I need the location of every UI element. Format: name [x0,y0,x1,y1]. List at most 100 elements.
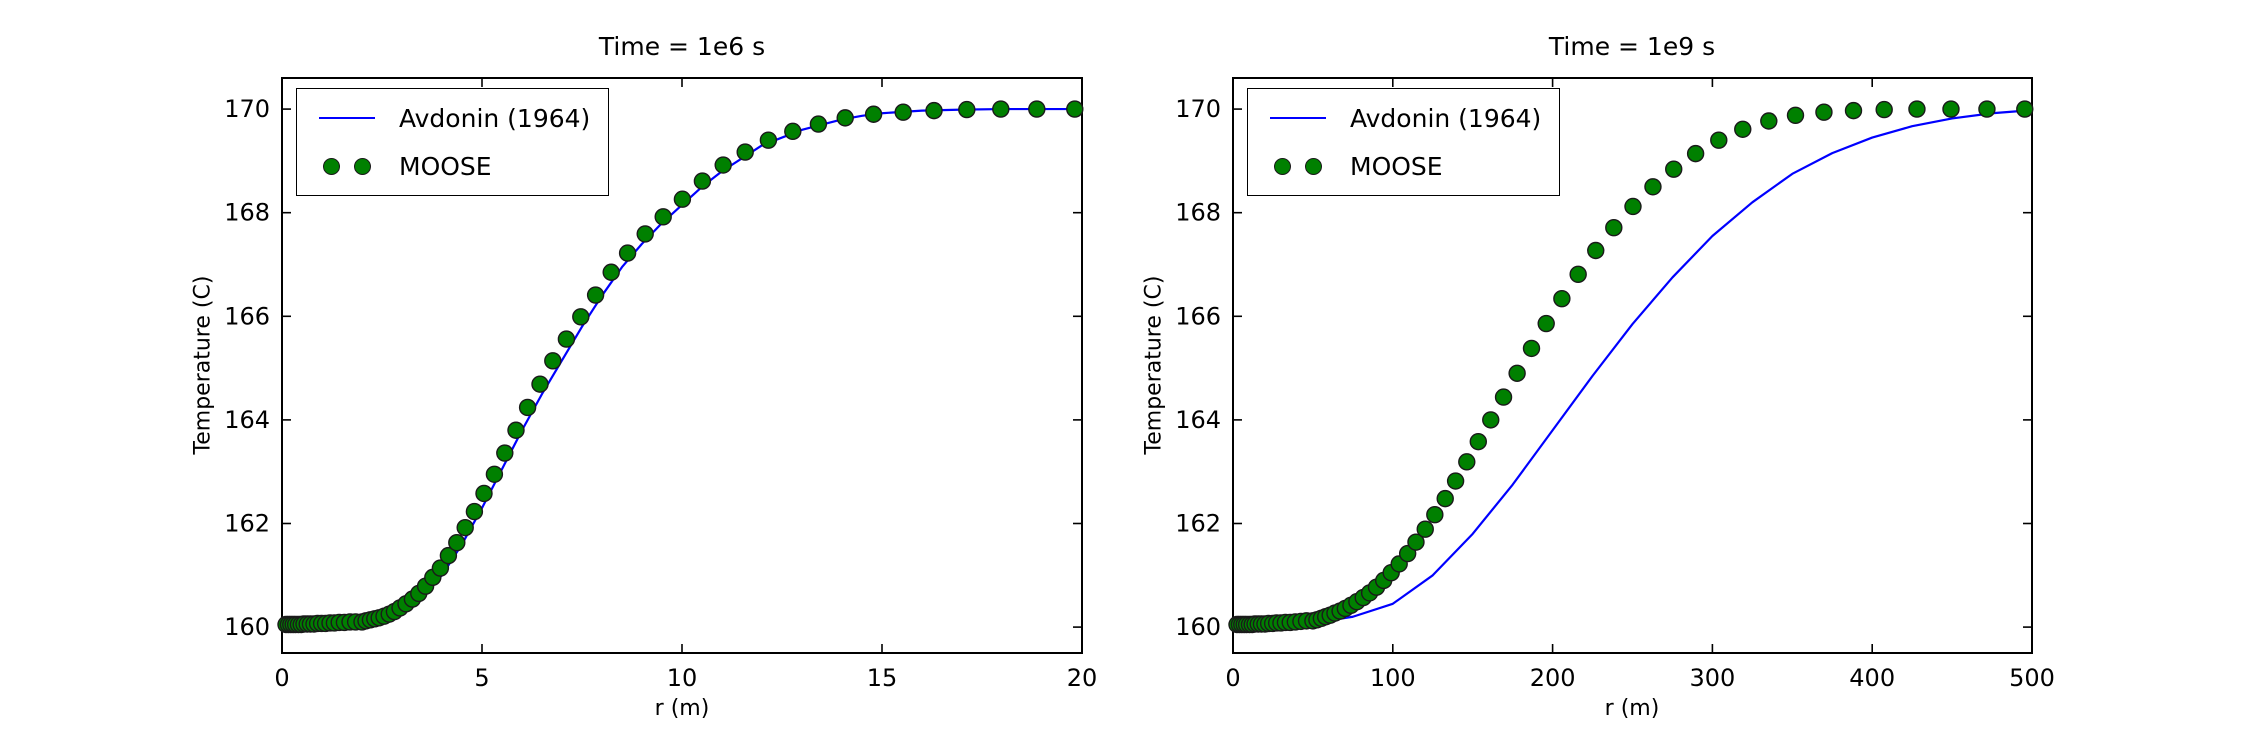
right-legend: Avdonin (1964) MOOSE [1247,88,1561,196]
right-y-axis-label: Temperature (C) [1141,275,1167,455]
avdonin-line [1232,109,2033,628]
moose-data-point [1605,219,1623,237]
moose-data-point [736,143,754,161]
legend-label-moose: MOOSE [399,151,492,181]
x-tick-label: 200 [1530,664,1576,692]
x-tick-label: 100 [1370,664,1416,692]
moose-data-point [496,444,514,462]
moose-data-point [784,122,802,141]
moose-data-point [958,100,976,119]
legend-label-avdonin: Avdonin (1964) [399,103,591,133]
moose-data-point [636,225,654,243]
moose-data-point [1942,100,1960,118]
moose-data-point [1458,453,1476,471]
moose-data-point [1569,265,1587,284]
moose-data-point [654,208,672,226]
moose-data-point [1066,100,1084,118]
moose-data-point [1426,505,1444,524]
moose-data-point [714,156,732,174]
moose-data-point [1760,112,1778,130]
y-tick-label: 170 [1175,95,1221,123]
x-tick-label: 10 [667,664,698,692]
moose-data-point [1665,160,1683,178]
legend-row-avdonin: Avdonin (1964) [1262,99,1541,137]
moose-data-point [1710,131,1728,149]
x-tick-label: 0 [274,664,289,692]
moose-data-point [1028,100,1046,118]
moose-data-point [1407,533,1425,551]
moose-data-point [1978,100,1996,118]
y-tick-label: 160 [1175,613,1221,641]
left-panel-title: Time = 1e6 s [598,32,766,61]
moose-data-point [602,263,620,281]
legend-label-avdonin: Avdonin (1964) [1350,103,1542,133]
moose-data-point [1587,241,1605,260]
moose-data-point [925,101,943,120]
legend-label-moose: MOOSE [1350,151,1443,181]
moose-data-point [1734,120,1752,138]
moose-data-point [456,518,474,537]
moose-data-point [475,484,493,503]
y-tick-label: 164 [1175,406,1221,434]
legend-row-moose: MOOSE [311,147,590,185]
moose-data-point [1482,411,1500,429]
moose-data-point [618,244,637,262]
moose-data-point [439,546,458,565]
legend-row-moose: MOOSE [1262,147,1541,185]
y-tick-label: 166 [1175,302,1221,330]
moose-data-point [1494,388,1513,406]
moose-data-point [1416,520,1434,538]
moose-data-point [531,375,549,393]
left-y-axis-label: Temperature (C) [190,275,216,455]
moose-data-point [1908,100,1926,118]
moose-data-point [572,308,590,326]
moose-data-point [864,105,883,123]
moose-data-point [809,115,828,133]
y-tick-label: 160 [224,613,270,641]
y-tick-label: 168 [1175,199,1221,227]
marker-swatch-icon [1262,157,1334,175]
x-tick-label: 0 [1225,664,1240,692]
moose-data-point [1553,289,1571,308]
x-tick-label: 500 [2009,664,2055,692]
y-tick-label: 170 [224,95,270,123]
moose-data-point [518,398,537,417]
moose-data-point [1844,101,1863,120]
x-tick-label: 400 [1849,664,1895,692]
moose-data-point [1522,339,1541,358]
moose-data-point [485,465,504,483]
moose-data-point [1508,364,1526,382]
y-tick-label: 162 [224,509,270,537]
moose-data-point [1537,314,1555,333]
x-tick-label: 300 [1689,664,1735,692]
y-tick-label: 166 [224,302,270,330]
x-tick-label: 20 [1067,664,1098,692]
moose-data-point [544,352,562,370]
moose-data-point [507,421,525,439]
left-x-axis-label: r (m) [654,696,710,721]
moose-data-point [1446,472,1465,490]
moose-data-point [448,533,466,552]
right-x-axis-label: r (m) [1604,696,1660,721]
moose-data-point [586,286,605,304]
x-tick-label: 5 [474,664,489,692]
moose-data-point [2016,100,2034,118]
moose-data-point [1686,144,1705,163]
line-swatch-icon [311,117,383,119]
line-swatch-icon [1262,117,1334,119]
moose-data-point [1469,432,1487,451]
moose-data-point [836,109,854,127]
moose-data-point [465,502,484,521]
y-tick-label: 162 [1175,509,1221,537]
moose-data-point [1644,178,1662,196]
moose-data-point [431,559,450,577]
right-panel-title: Time = 1e9 s [1548,32,1716,61]
axes-frame [1232,77,2033,654]
moose-data-point [1624,197,1642,216]
moose-data-point [1786,106,1805,124]
marker-swatch-icon [311,157,383,175]
y-tick-label: 168 [224,199,270,227]
moose-data-point [557,330,576,348]
